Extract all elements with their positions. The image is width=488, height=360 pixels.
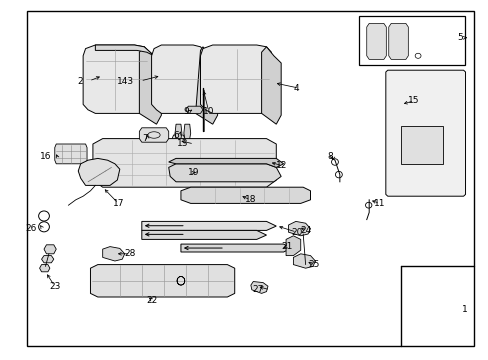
Polygon shape [41,256,54,263]
Polygon shape [388,23,407,59]
Text: 18: 18 [244,195,256,204]
Polygon shape [200,45,271,113]
Polygon shape [55,144,87,164]
Polygon shape [288,221,310,236]
Text: 8: 8 [327,152,333,161]
Text: 12: 12 [276,161,287,170]
Text: 7: 7 [142,134,147,143]
Polygon shape [142,230,266,239]
Bar [359,16,464,65]
Text: 23: 23 [49,282,60,291]
Polygon shape [40,265,50,272]
Polygon shape [44,245,56,254]
Text: 11: 11 [373,199,385,208]
Polygon shape [139,128,168,142]
Polygon shape [168,158,283,167]
Text: 28: 28 [124,249,136,258]
Text: 26: 26 [25,224,37,233]
Polygon shape [83,45,149,113]
Text: 13: 13 [176,139,188,148]
Text: 24: 24 [300,226,311,235]
Polygon shape [195,47,217,124]
Polygon shape [261,47,281,124]
Polygon shape [90,265,234,297]
Polygon shape [78,158,120,185]
Polygon shape [366,23,386,59]
Polygon shape [172,135,184,146]
Polygon shape [385,70,465,196]
Text: 2: 2 [77,77,83,85]
Text: 20: 20 [290,228,302,237]
Text: 1: 1 [461,305,467,314]
Polygon shape [168,164,281,182]
Polygon shape [175,124,182,139]
Polygon shape [285,236,300,256]
Text: 143: 143 [117,77,134,85]
Text: 16: 16 [40,152,51,161]
Bar [400,126,442,164]
Polygon shape [293,254,315,268]
Polygon shape [181,244,290,252]
Text: 9: 9 [183,107,189,116]
Polygon shape [250,282,267,293]
Text: 27: 27 [252,285,264,294]
Text: 25: 25 [307,260,319,269]
Text: 22: 22 [146,296,158,305]
Text: 6: 6 [173,130,179,139]
Polygon shape [93,139,276,187]
Text: 19: 19 [188,168,200,177]
Text: 4: 4 [293,84,299,93]
Polygon shape [102,247,124,261]
Polygon shape [142,221,276,230]
Polygon shape [95,45,154,56]
Polygon shape [139,47,161,124]
Text: 21: 21 [281,242,292,251]
Text: 17: 17 [112,199,124,208]
Polygon shape [151,45,205,113]
Polygon shape [194,144,202,155]
Polygon shape [183,124,190,139]
Text: 15: 15 [407,96,419,105]
Text: 10: 10 [203,107,214,116]
Polygon shape [181,187,310,203]
Polygon shape [185,106,203,113]
Text: 5: 5 [456,33,462,42]
